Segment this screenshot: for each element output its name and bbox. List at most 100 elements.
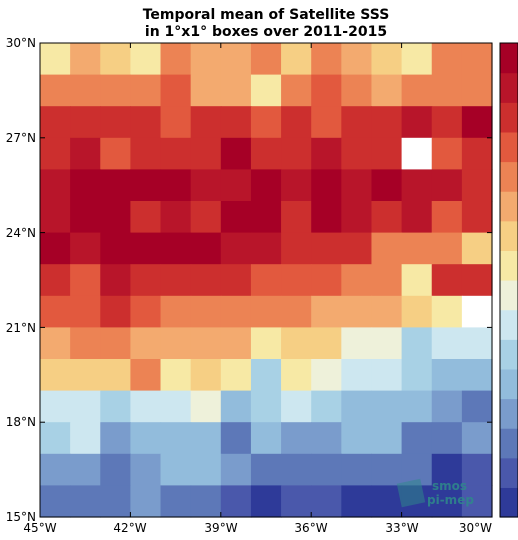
heatmap-cell xyxy=(40,43,71,76)
heatmap-cell xyxy=(130,43,162,76)
heatmap-cell xyxy=(431,485,463,518)
heatmap-cell xyxy=(250,106,282,139)
heatmap-cell xyxy=(250,422,282,455)
heatmap-cell xyxy=(371,295,403,328)
heatmap-cell xyxy=(250,390,282,423)
colorbar-frame xyxy=(499,42,518,518)
heatmap-cell xyxy=(371,137,403,170)
colorbar-segment xyxy=(500,428,518,459)
heatmap-cell xyxy=(130,422,162,455)
heatmap-cell xyxy=(341,43,373,76)
heatmap-cell xyxy=(281,390,312,423)
heatmap-cell xyxy=(220,106,252,139)
heatmap-cell xyxy=(250,295,282,328)
heatmap-cell xyxy=(311,106,342,139)
x-tick-label: 30°W xyxy=(459,521,492,535)
y-tick-label: 21°N xyxy=(6,321,36,335)
heatmap-cell xyxy=(461,137,493,170)
heatmap-cell xyxy=(190,453,222,486)
heatmap-cell xyxy=(160,327,192,360)
heatmap-cell xyxy=(40,201,71,234)
colorbar-segment xyxy=(500,368,518,400)
heatmap-cell xyxy=(40,327,71,360)
colorbar-segment xyxy=(500,309,518,340)
heatmap-cell xyxy=(371,264,403,297)
heatmap-cell xyxy=(341,390,373,423)
heatmap-cell xyxy=(431,137,463,170)
heatmap-cell xyxy=(281,43,312,76)
colorbar-segment xyxy=(500,102,518,133)
heatmap-cell xyxy=(40,453,71,486)
heatmap-cell xyxy=(100,169,131,202)
heatmap-cell xyxy=(220,390,252,423)
heatmap-cell xyxy=(40,359,71,392)
heatmap-cell xyxy=(220,232,252,265)
heatmap-cell xyxy=(160,390,192,423)
heatmap-cell xyxy=(311,422,342,455)
heatmap-cell xyxy=(190,201,222,234)
heatmap-cell xyxy=(431,422,463,455)
heatmap-cell xyxy=(220,201,252,234)
heatmap-cell xyxy=(130,232,162,265)
heatmap-cell xyxy=(40,390,71,423)
x-tick-label: 45°W xyxy=(23,521,56,535)
heatmap-cell xyxy=(190,74,222,107)
heatmap-cell xyxy=(190,295,222,328)
heatmap-cell xyxy=(250,137,282,170)
heatmap-cell xyxy=(100,390,131,423)
heatmap-cell xyxy=(220,43,252,76)
heatmap-cell xyxy=(220,137,252,170)
heatmap-cell xyxy=(461,390,493,423)
heatmap-cell xyxy=(160,232,192,265)
heatmap-cell xyxy=(250,359,282,392)
heatmap-cell xyxy=(311,485,342,518)
heatmap-cell xyxy=(281,295,312,328)
heatmap-cell xyxy=(70,137,101,170)
heatmap-cell xyxy=(220,485,252,518)
heatmap-cell xyxy=(250,485,282,518)
heatmap-cell xyxy=(70,327,101,360)
heatmap-cell xyxy=(100,74,131,107)
heatmap-cell xyxy=(311,295,342,328)
heatmap-cell xyxy=(311,201,342,234)
heatmap-cell xyxy=(281,453,312,486)
heatmap-cell xyxy=(341,169,373,202)
heatmap-cell xyxy=(461,169,493,202)
heatmap-cell xyxy=(100,201,131,234)
heatmap-cell xyxy=(401,137,433,170)
heatmap-cell xyxy=(100,106,131,139)
heatmap-cell xyxy=(281,327,312,360)
heatmap-cell xyxy=(401,422,433,455)
heatmap-cell xyxy=(70,295,101,328)
heatmap-cell xyxy=(461,232,493,265)
heatmap-cell xyxy=(100,264,131,297)
heatmap-cell xyxy=(100,295,131,328)
heatmap-cell xyxy=(190,106,222,139)
colorbar xyxy=(500,43,518,518)
heatmap-cell xyxy=(130,137,162,170)
heatmap-cell xyxy=(341,201,373,234)
heatmap-cell xyxy=(371,169,403,202)
colorbar-segment xyxy=(500,250,518,281)
heatmap-cell xyxy=(160,169,192,202)
heatmap-cell xyxy=(250,169,282,202)
heatmap-cell xyxy=(160,137,192,170)
heatmap-cell xyxy=(70,264,101,297)
heatmap-cell xyxy=(190,43,222,76)
heatmap-cell xyxy=(311,453,342,486)
heatmap-cell xyxy=(40,169,71,202)
heatmap-cell xyxy=(220,422,252,455)
heatmap-cell xyxy=(341,106,373,139)
heatmap-cell xyxy=(431,327,463,360)
heatmap-cell xyxy=(431,359,463,392)
heatmap-cell xyxy=(40,422,71,455)
heatmap-cell xyxy=(40,264,71,297)
heatmap-cell xyxy=(130,106,162,139)
heatmap-cell xyxy=(190,264,222,297)
heatmap-cell xyxy=(461,43,493,76)
y-tick-label: 15°N xyxy=(6,510,36,524)
heatmap-cell xyxy=(160,74,192,107)
heatmap-cell xyxy=(70,201,101,234)
heatmap-cell xyxy=(461,201,493,234)
heatmap-cell xyxy=(341,453,373,486)
